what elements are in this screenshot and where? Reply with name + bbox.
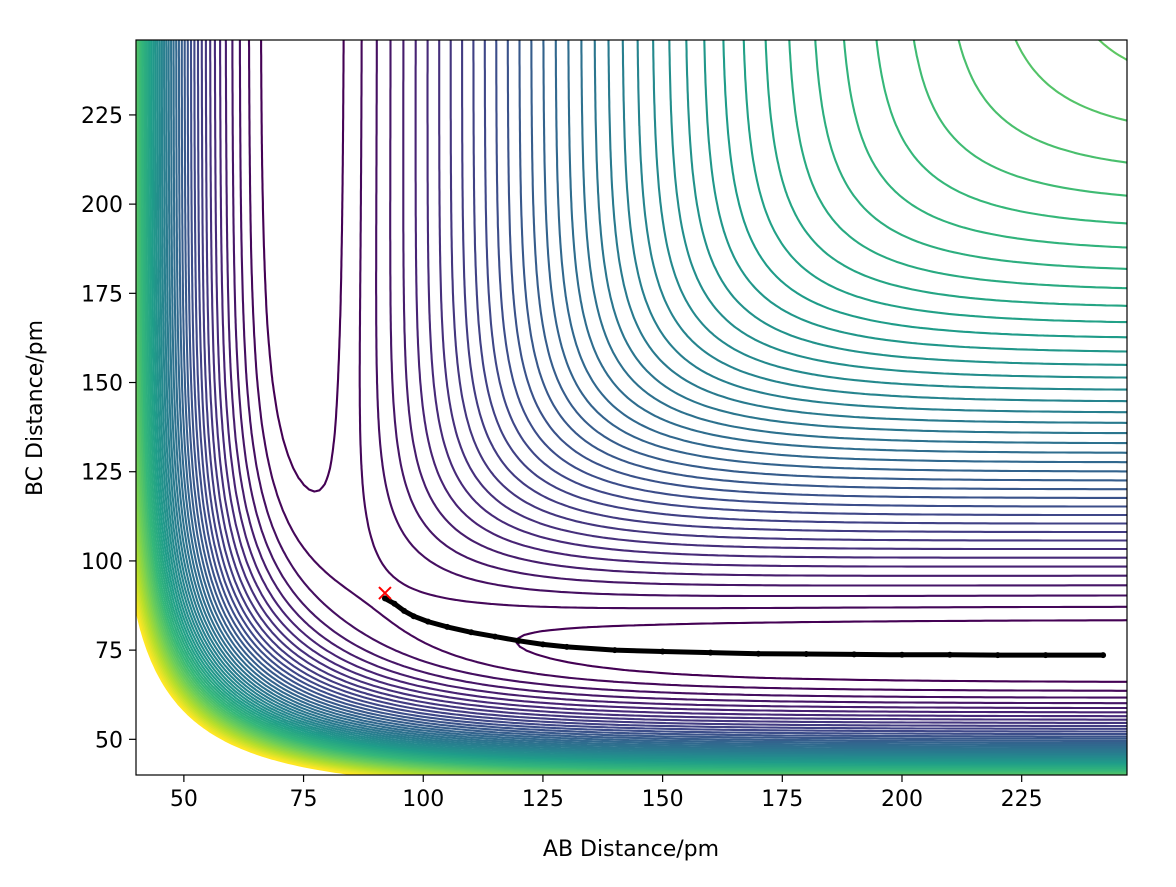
- plot-frame: [135, 39, 1128, 776]
- x-tick-label: 125: [522, 787, 564, 812]
- x-axis-ticks: 50 75 100 125 150 175 200 225: [170, 775, 1043, 812]
- trajectory-point: [707, 649, 714, 656]
- contour-line: [136, 486, 524, 775]
- trajectory-point: [898, 651, 905, 658]
- x-tick-label: 100: [402, 787, 444, 812]
- trajectory-point: [611, 647, 618, 654]
- contour-line: [136, 554, 432, 775]
- y-tick-label: 100: [81, 550, 123, 575]
- contour-line: [138, 40, 1127, 774]
- trajectory-point: [563, 643, 570, 650]
- contour-line: [154, 40, 1127, 762]
- x-tick-label: 200: [881, 787, 923, 812]
- contour-line: [247, 40, 1127, 692]
- x-axis-label: AB Distance/pm: [543, 837, 719, 862]
- y-axis-ticks: 50 75 100 125 150 175 200 225: [81, 104, 136, 753]
- y-tick-label: 50: [95, 728, 123, 753]
- y-tick-label: 200: [81, 193, 123, 218]
- contour-line: [143, 40, 1127, 770]
- contour-line: [196, 40, 1127, 730]
- x-tick-label: 150: [642, 787, 684, 812]
- contour-line: [260, 40, 1127, 683]
- y-tick-label: 75: [95, 639, 123, 664]
- x-tick-label: 225: [1001, 787, 1043, 812]
- contour-line: [167, 40, 1127, 752]
- contour-line: [160, 40, 1127, 757]
- contour-line: [136, 526, 470, 775]
- trajectory-point: [946, 651, 953, 658]
- y-axis-label: BC Distance/pm: [23, 320, 48, 496]
- contour-line: [209, 40, 1127, 721]
- trajectory-point: [994, 652, 1001, 659]
- contour-line: [140, 40, 1127, 773]
- trajectory-point: [851, 651, 858, 658]
- contour-line: [136, 40, 1127, 775]
- contour-line: [145, 40, 1127, 769]
- contour-line: [163, 40, 1127, 756]
- x-tick-label: 75: [290, 787, 318, 812]
- contour-line: [136, 40, 1127, 775]
- trajectory-point: [492, 633, 499, 640]
- contour-line: [213, 40, 1127, 718]
- contour-line: [189, 40, 1127, 736]
- trajectory-point: [468, 629, 475, 636]
- x-tick-label: 50: [170, 787, 198, 812]
- contour-line: [200, 40, 1127, 728]
- contour-line: [224, 40, 1127, 710]
- trajectory-point: [1042, 652, 1049, 659]
- contour-line: [193, 40, 1127, 733]
- y-tick-label: 175: [81, 282, 123, 307]
- contour-line: [180, 40, 1127, 742]
- contour-line: [186, 40, 1127, 738]
- contour-line: [158, 40, 1127, 759]
- trajectory-point: [444, 623, 451, 630]
- y-tick-label: 150: [81, 372, 123, 397]
- start-marker: [378, 586, 392, 600]
- contour-line: [147, 40, 1127, 768]
- trajectory-point: [410, 613, 417, 620]
- contour-line: [152, 40, 1127, 763]
- x-tick-label: 175: [761, 787, 803, 812]
- trajectory-point: [755, 650, 762, 657]
- contour-line: [156, 40, 1127, 760]
- contour-line: [170, 40, 1127, 750]
- contour-line: [136, 541, 449, 775]
- trajectory-point: [425, 618, 432, 625]
- contour-line: [231, 40, 1127, 705]
- contour-line: [136, 575, 403, 775]
- contour-line: [238, 40, 1127, 699]
- start-marker-stroke: [378, 586, 392, 600]
- contour-line: [165, 40, 1127, 754]
- trajectory-point: [803, 651, 810, 658]
- contour-line: [136, 508, 494, 775]
- trajectory-layer: [378, 586, 1107, 659]
- trajectory-point: [1100, 652, 1107, 659]
- contour-line: [141, 40, 1127, 771]
- y-tick-label: 225: [81, 104, 123, 129]
- trajectory-point: [391, 600, 398, 607]
- contour-line: [172, 40, 1127, 749]
- contour-line: [183, 40, 1127, 740]
- y-tick-label: 125: [81, 461, 123, 486]
- contour-line: [150, 40, 1127, 765]
- trajectory-point: [659, 648, 666, 655]
- contour-line: [204, 40, 1127, 724]
- trajectory-line: [382, 595, 1106, 658]
- trajectory-point: [401, 607, 408, 614]
- contour-lines: [136, 40, 1127, 775]
- contour-line: [136, 565, 417, 775]
- contour-line: [136, 584, 391, 775]
- contour-line: [148, 40, 1127, 766]
- contour-line: [219, 40, 1127, 714]
- trajectory-point: [381, 595, 388, 602]
- contour-line: [177, 40, 1127, 745]
- trajectory-point: [539, 641, 546, 648]
- contour-line: [136, 607, 361, 775]
- trajectory-point: [515, 637, 522, 644]
- contour-line: [136, 593, 380, 775]
- contour-line: [175, 40, 1127, 747]
